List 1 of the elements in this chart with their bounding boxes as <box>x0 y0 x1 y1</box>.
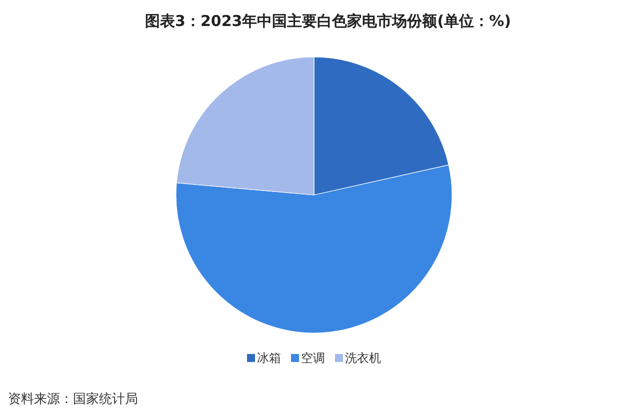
title: 图表3：2023年中国主要白色家电市场份额(单位：%) <box>145 12 511 30</box>
